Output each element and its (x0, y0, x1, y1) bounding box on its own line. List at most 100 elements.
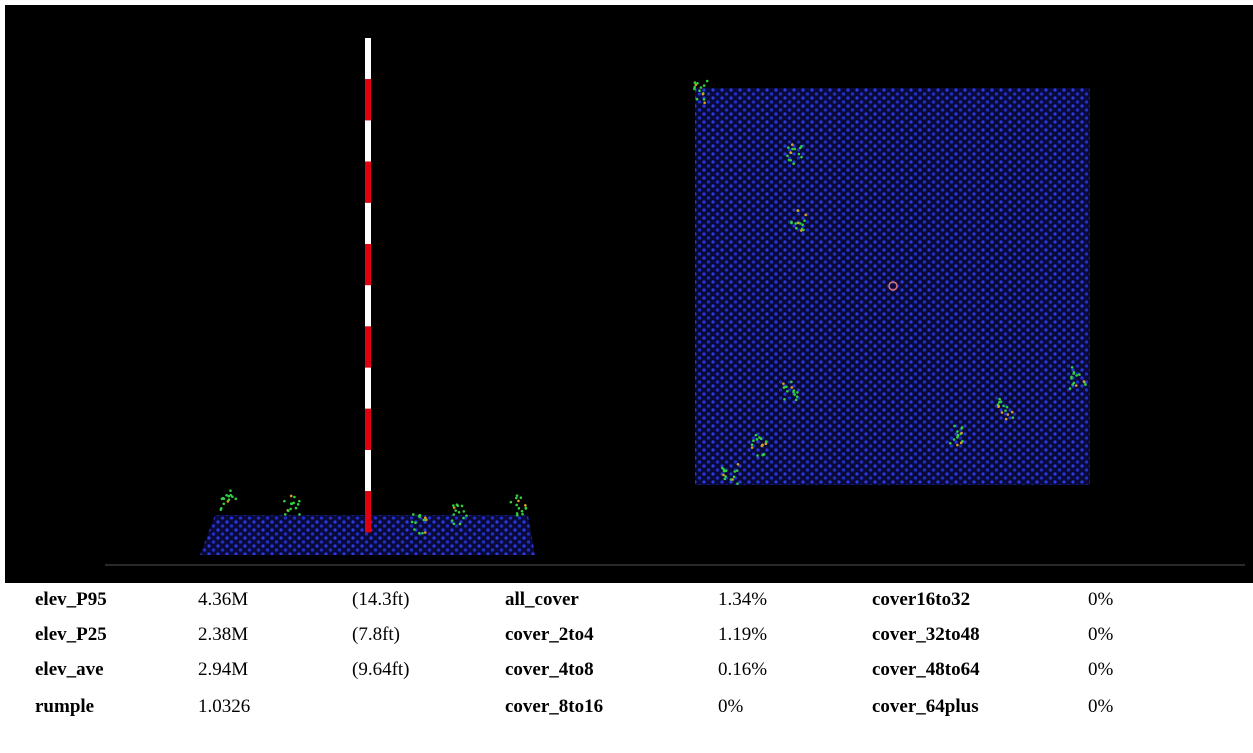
pole-segment (365, 120, 371, 161)
vegetation-point (756, 454, 759, 457)
vegetation-point (756, 438, 759, 441)
vegetation-point (795, 399, 798, 402)
pole-segment (365, 162, 371, 203)
vegetation-point (418, 532, 421, 535)
vegetation-point (220, 508, 223, 511)
vegetation-point (794, 222, 797, 225)
vegetation-point (524, 504, 527, 507)
vegetation-point (222, 502, 225, 505)
vegetation-point (998, 398, 1001, 401)
pole-segment (365, 203, 371, 244)
vegetation-point (525, 507, 528, 510)
vegetation-point (782, 382, 785, 385)
vegetation-point (696, 98, 699, 101)
vegetation-point (791, 148, 794, 151)
vegetation-point (1073, 371, 1076, 374)
vegetation-point (702, 93, 705, 96)
vegetation-point (517, 500, 520, 503)
vegetation-point (229, 489, 232, 492)
vegetation-point (696, 82, 699, 85)
vegetation-point (956, 444, 959, 447)
metric-name: cover_32to48 (872, 625, 980, 645)
vegetation-point (454, 509, 457, 512)
vegetation-point (761, 444, 764, 447)
vegetation-point (227, 495, 230, 498)
metric-value: 2.94M (198, 660, 248, 680)
vegetation-point (786, 390, 789, 393)
vegetation-point (1084, 383, 1087, 386)
vegetation-point (792, 162, 795, 165)
metric-value: 1.19% (718, 625, 767, 645)
metric-name: all_cover (505, 590, 579, 610)
vegetation-point (1083, 380, 1086, 383)
vegetation-point (788, 159, 791, 162)
vegetation-point (1078, 373, 1081, 376)
vegetation-point (760, 437, 763, 440)
vegetation-point (461, 505, 464, 508)
vegetation-point (520, 496, 523, 499)
pole-segment (365, 326, 371, 367)
vegetation-point (412, 513, 415, 516)
vegetation-point (724, 475, 727, 478)
measure-pole (365, 38, 371, 532)
vegetation-point (293, 496, 296, 499)
metric-value: (14.3ft) (352, 590, 410, 610)
vegetation-point (960, 442, 963, 445)
pole-segment (365, 450, 371, 491)
vegetation-point (234, 498, 237, 501)
vegetation-point (703, 98, 706, 101)
vegetation-point (459, 523, 462, 526)
vegetation-point (736, 469, 739, 472)
vegetation-point (283, 500, 286, 503)
metric-name: cover16to32 (872, 590, 970, 610)
vegetation-point (518, 507, 521, 510)
vegetation-point (1001, 411, 1004, 414)
vegetation-point (298, 513, 301, 516)
vegetation-point (797, 222, 800, 225)
vegetation-point (516, 512, 519, 515)
ground-top-view (695, 88, 1090, 485)
vegetation-point (287, 510, 290, 513)
vegetation-point (1002, 405, 1005, 408)
vegetation-point (786, 155, 789, 158)
vegetation-point (998, 401, 1001, 404)
metric-value: 1.34% (718, 590, 767, 610)
metric-value: 0% (1088, 697, 1113, 717)
vegetation-point (421, 532, 424, 535)
vegetation-point (765, 440, 768, 443)
vegetation-point (515, 497, 518, 500)
vegetation-point (790, 386, 793, 389)
pole-segment (365, 79, 371, 120)
vegetation-point (790, 381, 793, 384)
point-cloud-views (0, 0, 1253, 583)
vegetation-point (290, 502, 293, 505)
vegetation-point (456, 503, 459, 506)
vegetation-point (789, 151, 792, 154)
vegetation-point (424, 531, 427, 534)
vegetation-point (957, 434, 960, 437)
vegetation-point (795, 227, 798, 230)
vegetation-point (752, 439, 755, 442)
vegetation-point (703, 84, 706, 87)
vegetation-point (706, 80, 709, 83)
metric-value: 0% (1088, 660, 1113, 680)
vegetation-point (411, 521, 414, 524)
vegetation-point (801, 223, 804, 226)
metric-name: cover_48to64 (872, 660, 980, 680)
vegetation-point (521, 513, 524, 516)
vegetation-point (725, 470, 728, 473)
vegetation-point (793, 393, 796, 396)
vegetation-point (731, 478, 734, 481)
metric-name: elev_P25 (35, 625, 107, 645)
metric-value: 0% (718, 697, 743, 717)
metric-name: cover_64plus (872, 697, 979, 717)
metric-value: 0% (1088, 625, 1113, 645)
vegetation-point (222, 497, 225, 500)
vegetation-point (953, 438, 956, 441)
vegetation-point (419, 514, 422, 517)
vegetation-point (1004, 409, 1007, 412)
vegetation-point (462, 517, 465, 520)
vegetation-point (458, 511, 461, 514)
metric-name: rumple (35, 697, 94, 717)
vegetation-point (297, 503, 300, 506)
